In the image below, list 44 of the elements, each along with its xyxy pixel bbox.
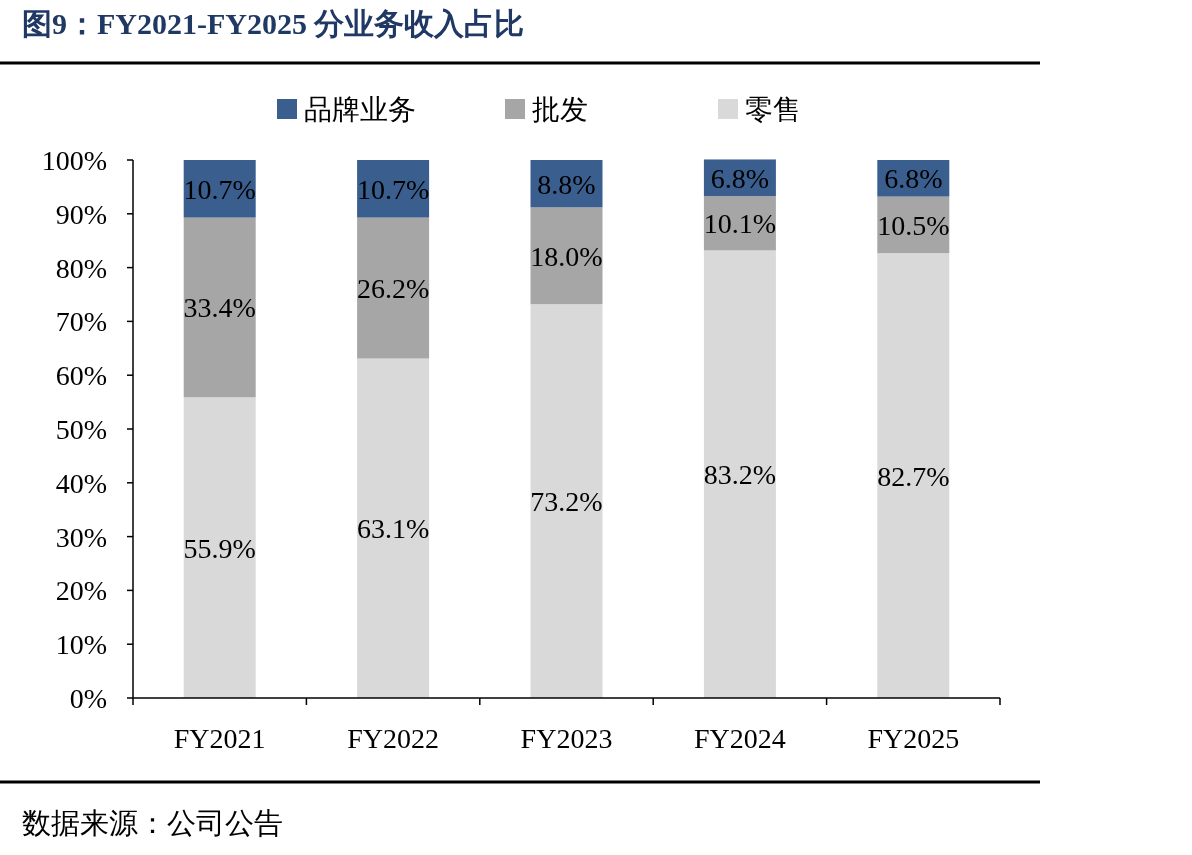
y-tick-label: 50% xyxy=(55,414,107,445)
data-label: 10.7% xyxy=(356,173,430,205)
data-label: 63.1% xyxy=(356,513,430,545)
legend-label: 零售 xyxy=(745,94,801,125)
x-tick-label: FY2022 xyxy=(347,723,439,754)
bar xyxy=(877,253,950,698)
data-label: 82.7% xyxy=(877,460,950,492)
data-label: 10.7% xyxy=(183,173,256,205)
data-label: 33.4% xyxy=(183,292,256,324)
data-label: 6.8% xyxy=(884,163,943,195)
legend-label: 品牌业务 xyxy=(304,94,416,125)
data-label: 8.8% xyxy=(537,168,596,200)
y-tick-label: 40% xyxy=(55,467,107,499)
x-tick-label: FY2025 xyxy=(867,723,960,754)
legend-label: 批发 xyxy=(532,94,588,125)
data-label: 73.2% xyxy=(530,486,603,518)
y-tick-label: 20% xyxy=(55,575,107,607)
source-note: 数据来源：公司公告 xyxy=(22,807,283,839)
x-tick-label: FY2023 xyxy=(520,723,613,754)
data-label: 55.9% xyxy=(183,532,256,564)
y-tick-label: 80% xyxy=(55,252,107,284)
bar xyxy=(357,217,430,359)
y-tick-label: 90% xyxy=(55,198,107,230)
data-label: 18.0% xyxy=(530,240,603,272)
y-tick-label: 70% xyxy=(55,306,107,338)
y-tick-label: 60% xyxy=(55,360,107,392)
y-tick-label: 100% xyxy=(41,145,107,176)
data-label: 10.1% xyxy=(703,208,777,240)
data-label: 26.2% xyxy=(356,273,430,305)
y-tick-label: 30% xyxy=(55,521,107,553)
bar xyxy=(183,217,256,398)
y-tick-label: 0% xyxy=(69,683,107,714)
bar xyxy=(357,358,430,698)
bar xyxy=(703,250,776,698)
bar xyxy=(530,304,603,698)
data-label: 10.5% xyxy=(877,209,950,241)
x-tick-label: FY2024 xyxy=(694,723,786,754)
y-tick-label: 10% xyxy=(55,629,107,661)
data-label: 83.2% xyxy=(703,459,777,491)
chart-title: 图9：FY2021-FY2025 分业务收入占比 xyxy=(22,7,525,40)
data-label: 6.8% xyxy=(710,162,770,194)
x-tick-label: FY2021 xyxy=(173,723,266,754)
bar xyxy=(530,207,603,305)
bar xyxy=(183,397,256,698)
